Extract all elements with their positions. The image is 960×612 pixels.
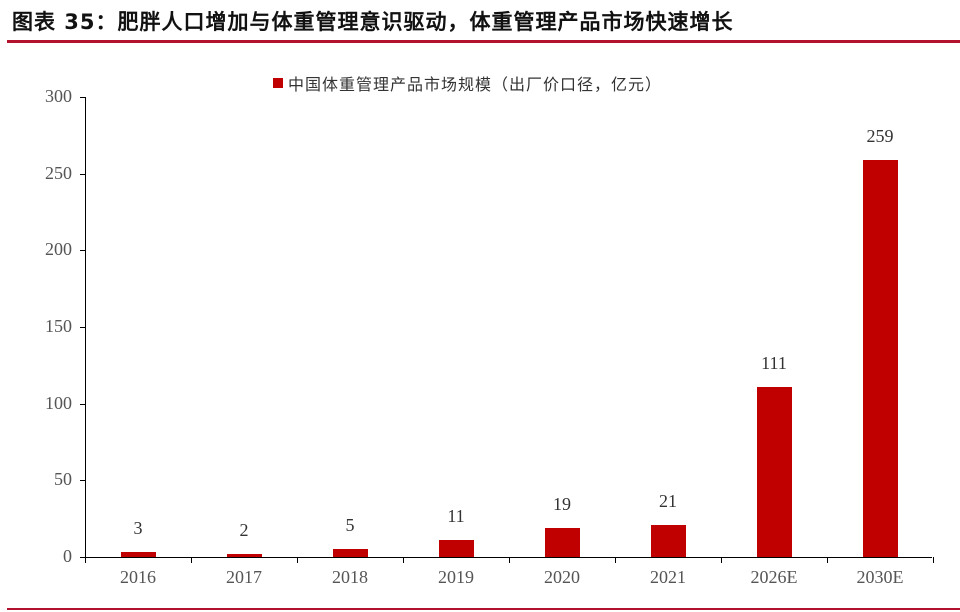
y-tick-label: 0	[63, 546, 72, 566]
x-tick	[509, 557, 510, 563]
value-label: 3	[133, 518, 143, 539]
chart-title: 图表 35：肥胖人口增加与体重管理意识驱动，体重管理产品市场快速增长	[12, 10, 734, 34]
y-tick-label: 50	[54, 469, 72, 490]
value-label: 19	[553, 493, 571, 514]
x-tick-label: 2019	[438, 567, 474, 587]
x-tick-label: 2030E	[856, 567, 904, 587]
bar-2018	[332, 549, 368, 557]
bar-2021	[650, 524, 686, 557]
x-tick-label: 2018	[332, 567, 368, 587]
y-tick-label: 300	[45, 86, 72, 106]
y-tick-label: 100	[45, 392, 72, 413]
bar-2026E	[756, 386, 792, 557]
x-tick-label: 2020	[544, 567, 580, 587]
y-tick-label: 250	[45, 162, 72, 183]
x-tick	[933, 557, 934, 563]
x-tick-label: 2016	[120, 567, 156, 587]
value-label: 11	[447, 506, 465, 527]
x-tick	[721, 557, 722, 563]
value-label: 2	[239, 519, 249, 540]
x-tick	[85, 557, 86, 563]
x-tick-label: 2017	[226, 567, 262, 587]
legend-label: 中国体重管理产品市场规模（出厂价口径，亿元）	[288, 75, 663, 94]
y-tick	[80, 327, 85, 328]
x-tick	[403, 557, 404, 563]
bar-2030E	[862, 159, 898, 557]
value-label: 5	[345, 515, 355, 536]
bar-2017	[226, 553, 262, 557]
x-tick	[191, 557, 192, 563]
bar-2016	[120, 552, 156, 557]
y-axis	[85, 97, 86, 558]
legend-swatch	[273, 78, 283, 88]
value-label: 111	[761, 352, 787, 373]
bar-2020	[544, 527, 580, 557]
x-tick	[297, 557, 298, 563]
y-tick	[80, 480, 85, 482]
value-label: 259	[866, 125, 894, 146]
bar-2019	[438, 540, 474, 557]
legend: 中国体重管理产品市场规模（出厂价口径，亿元）	[273, 71, 662, 95]
y-tick	[80, 97, 85, 98]
y-tick	[80, 250, 85, 252]
value-label: 21	[659, 490, 677, 511]
bottom-rule	[7, 608, 960, 610]
x-tick-label: 2026E	[750, 567, 798, 587]
x-tick	[827, 557, 828, 563]
y-tick	[80, 557, 85, 558]
x-tick	[615, 557, 616, 563]
y-tick-label: 150	[45, 316, 72, 336]
top-rule	[7, 40, 960, 43]
y-tick	[80, 173, 85, 175]
x-axis	[85, 557, 932, 558]
x-tick-label: 2021	[650, 567, 686, 587]
y-tick	[80, 403, 85, 405]
y-tick-label: 200	[45, 239, 72, 260]
